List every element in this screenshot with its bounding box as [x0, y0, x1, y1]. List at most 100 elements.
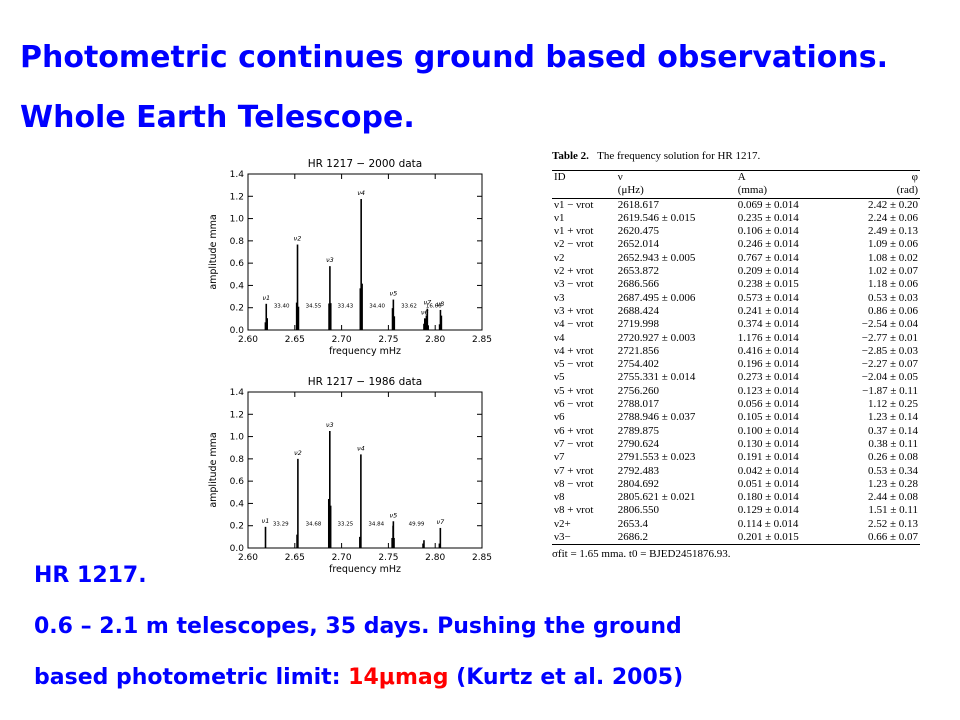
cell-phase: 0.53 ± 0.03: [867, 291, 918, 304]
cell-id: ν2 + νrot: [554, 265, 594, 278]
table-row: ν4 − νrot 2719.998 0.374 ± 0.014 −2.54 ± 0.…: [552, 318, 920, 331]
spacing-label: 33.40: [274, 304, 290, 310]
unit-frequency: (μHz): [617, 184, 644, 197]
cell-frequency: 2805.621 ± 0.021: [617, 491, 696, 504]
table-caption-text: The frequency solution for HR 1217.: [597, 150, 761, 162]
y-tick-label: 0.8: [230, 237, 245, 247]
cell-id: ν8: [554, 491, 565, 504]
y-tick-label: 0.4: [230, 499, 245, 509]
cell-phase: 2.49 ± 0.13: [867, 225, 918, 238]
slide-title-line-2: Whole Earth Telescope.: [20, 100, 415, 135]
cell-amplitude: 0.416 ± 0.014: [737, 344, 799, 357]
peak-label: ν5: [389, 290, 397, 298]
table-row: ν4 2720.927 ± 0.003 1.176 ± 0.014 −2.77 ± 0…: [552, 332, 920, 345]
cell-amplitude: 0.767 ± 0.014: [737, 251, 799, 264]
table-row: ν6 2788.946 ± 0.037 0.105 ± 0.014 1.23 ± 0.…: [552, 411, 920, 424]
cell-amplitude: 0.180 ± 0.014: [737, 491, 799, 504]
unit-id: [552, 184, 616, 198]
cell-id: ν4 + νrot: [554, 344, 594, 357]
cell-amplitude: 0.246 ± 0.014: [737, 238, 799, 251]
cell-phase: 1.18 ± 0.06: [867, 278, 918, 291]
cell-phase: 2.44 ± 0.08: [867, 491, 918, 504]
cell-id: ν5 − νrot: [554, 358, 594, 371]
cell-amplitude: 0.100 ± 0.014: [737, 424, 799, 437]
y-tick-label: 0.6: [230, 259, 245, 269]
y-tick-label: 1.2: [230, 410, 244, 420]
slide-title-line-1: Photometric continues ground based obser…: [20, 40, 888, 75]
x-tick-label: 2.80: [425, 553, 445, 563]
peak-label: ν8: [437, 300, 445, 308]
cell-id: ν2+: [554, 517, 571, 530]
cell-phase: 2.42 ± 0.20: [867, 198, 918, 211]
cell-id: ν7 + νrot: [554, 464, 594, 477]
cell-amplitude: 0.069 ± 0.014: [737, 198, 799, 211]
y-axis-label: amplitude mma: [208, 432, 219, 507]
caption-telescopes: 0.6 – 2.1 m telescopes, 35 days. Pushing…: [34, 614, 682, 639]
y-tick-label: 0.6: [230, 477, 245, 487]
plot-frame: [247, 173, 483, 331]
cell-amplitude: 0.201 ± 0.015: [737, 531, 799, 544]
cell-id: ν1 + νrot: [554, 225, 594, 238]
header-frequency: ν: [617, 171, 623, 183]
y-tick-label: 0.4: [230, 281, 245, 291]
cell-phase: 2.24 ± 0.06: [867, 211, 918, 224]
plot-title: HR 1217 − 1986 data: [308, 376, 422, 388]
cell-id: ν7: [554, 451, 565, 464]
cell-frequency: 2720.927 ± 0.003: [617, 331, 696, 344]
cell-frequency: 2620.475: [617, 225, 660, 238]
table-row: ν2 − νrot 2652.014 0.246 ± 0.014 1.09 ± 0.0…: [552, 238, 920, 251]
x-tick-label: 2.65: [285, 553, 305, 563]
cell-frequency: 2804.692: [617, 477, 660, 490]
cell-phase: 0.38 ± 0.11: [868, 437, 918, 450]
table-row: ν8 2805.621 ± 0.021 0.180 ± 0.014 2.44 ± 0.…: [552, 491, 920, 504]
cell-amplitude: 0.573 ± 0.014: [737, 291, 799, 304]
spacing-label: 33.25: [337, 522, 353, 528]
cell-phase: 1.02 ± 0.07: [867, 265, 918, 278]
peak-label: ν3: [326, 256, 334, 264]
header-id: ID: [554, 171, 566, 183]
cell-amplitude: 0.114 ± 0.014: [737, 517, 799, 530]
y-tick-label: 1.4: [230, 388, 245, 398]
x-tick-label: 2.60: [238, 335, 258, 345]
spacing-label: 34.84: [368, 522, 384, 528]
y-tick-label: 1.2: [230, 192, 244, 202]
cell-frequency: 2721.856: [617, 344, 660, 357]
table-header-row: ID ν A φ: [552, 170, 920, 185]
cell-id: ν3: [554, 291, 565, 304]
table-row: ν7 2791.553 ± 0.023 0.191 ± 0.014 0.26 ± 0.…: [552, 451, 920, 464]
cell-amplitude: 0.241 ± 0.014: [737, 304, 799, 317]
cell-amplitude: 0.106 ± 0.014: [737, 225, 799, 238]
cell-id: ν6 − νrot: [554, 398, 594, 411]
y-tick-label: 1.0: [230, 215, 245, 225]
x-tick-label: 2.70: [332, 335, 352, 345]
table-footnote: σfit = 1.65 mma. t0 = BJED2451876.93.: [552, 548, 731, 561]
spacing-label: 34.55: [306, 304, 322, 310]
table-row: ν6 − νrot 2788.017 0.056 ± 0.014 1.12 ± 0.2…: [552, 398, 920, 411]
cell-phase: −2.85 ± 0.03: [861, 344, 918, 357]
cell-amplitude: 0.235 ± 0.014: [737, 211, 799, 224]
cell-id: ν6 + νrot: [554, 424, 594, 437]
caption-limit-value: 14μmag: [348, 665, 449, 690]
spacing-label: 49.99: [409, 522, 425, 528]
cell-phase: 1.09 ± 0.06: [867, 238, 918, 251]
spacing-label: 34.68: [306, 522, 322, 528]
cell-phase: 1.51 ± 0.11: [868, 504, 918, 517]
caption-star-name: HR 1217.: [34, 563, 147, 588]
x-tick-label: 2.60: [238, 553, 258, 563]
table-row: ν4 + νrot 2721.856 0.416 ± 0.014 −2.85 ± 0.…: [552, 345, 920, 358]
cell-phase: 1.08 ± 0.02: [867, 251, 918, 264]
cell-amplitude: 0.129 ± 0.014: [737, 504, 799, 517]
cell-frequency: 2754.402: [617, 358, 660, 371]
table-row: ν8 + νrot 2806.550 0.129 ± 0.014 1.51 ± 0.1…: [552, 504, 920, 517]
cell-phase: 0.66 ± 0.07: [867, 531, 918, 544]
plot-title: HR 1217 − 2000 data: [308, 158, 422, 170]
caption-limit-prefix: based photometric limit:: [34, 665, 349, 690]
cell-phase: −2.77 ± 0.01: [861, 331, 918, 344]
cell-amplitude: 0.209 ± 0.014: [737, 265, 799, 278]
table-row: ν5 − νrot 2754.402 0.196 ± 0.014 −2.27 ± 0.…: [552, 358, 920, 371]
unit-phase: (rad): [896, 184, 918, 197]
header-phase: φ: [911, 171, 918, 183]
cell-id: ν4: [554, 331, 565, 344]
y-tick-label: 0.2: [230, 304, 244, 314]
table-row: ν1 2619.546 ± 0.015 0.235 ± 0.014 2.24 ± 0.…: [552, 212, 920, 225]
